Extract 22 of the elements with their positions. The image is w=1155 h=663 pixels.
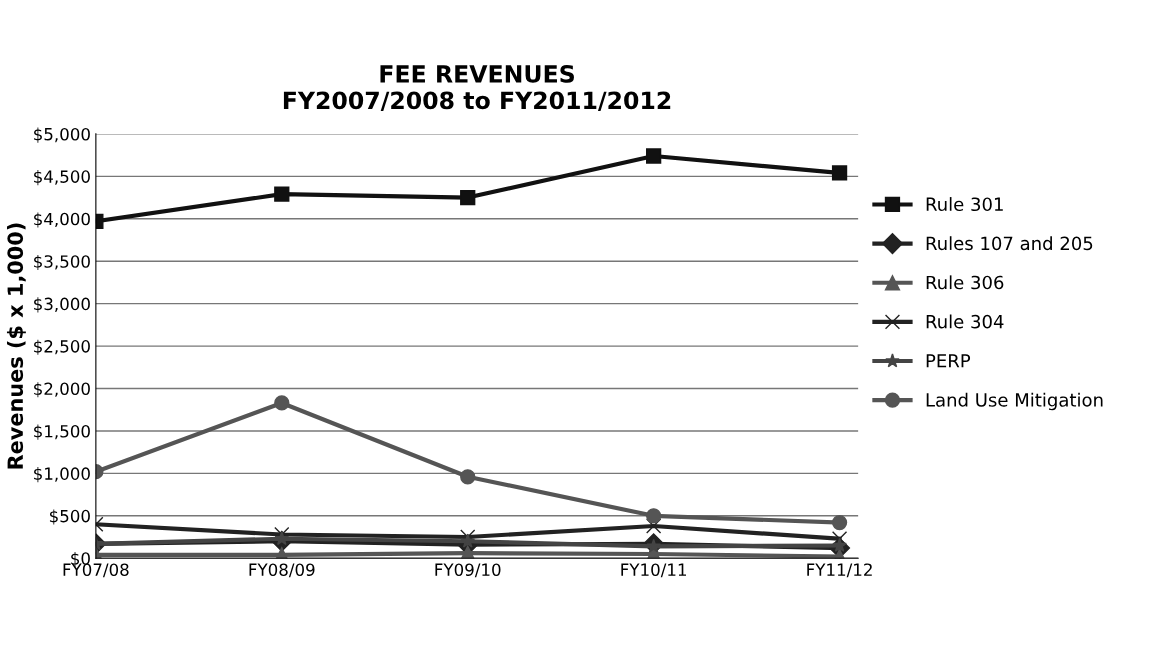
y-tick-label: $3,000 [34, 297, 90, 313]
y-axis-title: Revenues ($ x 1,000) [6, 223, 26, 469]
y-tick-label: $2,500 [34, 339, 90, 355]
y-tick-label: $1,500 [34, 424, 90, 440]
y-tick-label: $2,000 [34, 382, 90, 398]
y-tick-label: $4,500 [34, 170, 90, 186]
y-tick-label: $5,000 [34, 127, 90, 143]
legend-label: Rule 301 [926, 197, 1003, 212]
x-tick-label: FY09/10 [435, 563, 501, 578]
legend-label: Land Use Mitigation [926, 392, 1103, 411]
x-tick-label: FY10/11 [621, 563, 687, 578]
legend-label: Rule 304 [926, 314, 1004, 329]
chart-title: FEE REVENUES FY2007/2008 to FY2011/2012 [283, 64, 671, 112]
y-tick-label: $500 [49, 509, 90, 525]
x-tick-label: FY08/09 [249, 563, 315, 578]
legend-label: Rules 107 and 205 [926, 236, 1093, 251]
x-tick-label: FY11/12 [807, 563, 872, 578]
y-tick-label: $1,000 [34, 467, 90, 483]
legend-label: PERP [926, 354, 971, 368]
legend-label: Rule 306 [926, 275, 1004, 290]
y-tick-label: $3,500 [34, 254, 90, 270]
y-tick-label: $4,000 [34, 212, 90, 228]
